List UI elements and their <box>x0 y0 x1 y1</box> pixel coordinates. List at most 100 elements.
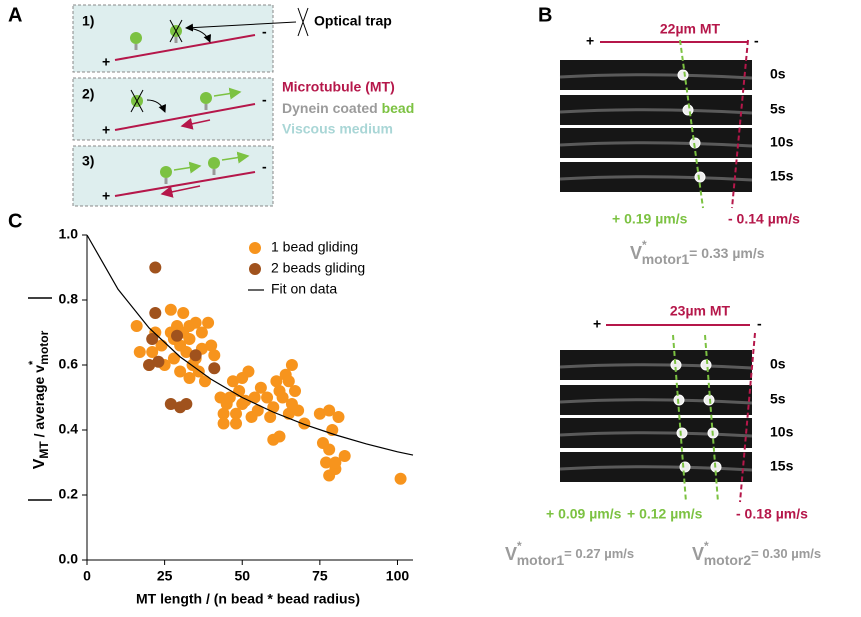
minus: - <box>262 159 267 175</box>
point <box>208 362 221 375</box>
point <box>394 472 407 485</box>
y-tick-label: 0.2 <box>59 486 79 502</box>
y-tick-label: 0.4 <box>59 421 79 437</box>
point <box>177 307 190 319</box>
y-tick-label: 0.6 <box>59 356 79 372</box>
legend-bead: Dynein coated bead <box>282 100 414 116</box>
minus: - <box>754 33 759 49</box>
legend-label: 2 beads gliding <box>271 260 365 276</box>
minus: - <box>262 92 267 108</box>
speed: + 0.12 µm/s <box>627 506 703 522</box>
speed: - 0.14 µm/s <box>728 211 800 227</box>
y-v: V <box>31 458 48 469</box>
star: * <box>642 238 647 252</box>
speed: - 0.18 µm/s <box>736 506 808 522</box>
point <box>189 349 202 362</box>
y-axis-text: VMT / average v*motor <box>27 330 51 469</box>
star: * <box>517 539 522 553</box>
kymo-streak <box>559 465 753 472</box>
kymo-bead <box>682 104 694 116</box>
point <box>242 365 255 378</box>
point <box>146 333 159 345</box>
kymo-bead <box>677 69 689 81</box>
star: * <box>704 539 709 553</box>
legend-microtubule: Microtubule (MT) <box>282 79 395 95</box>
sub: motor2 <box>704 552 752 568</box>
point <box>164 303 177 316</box>
point <box>223 391 236 404</box>
point <box>273 430 286 443</box>
v: V <box>505 544 517 564</box>
v: V <box>692 544 704 564</box>
y-sub2: motor <box>37 330 51 364</box>
x-axis-label: MT length / (n bead * bead radius) <box>136 591 360 607</box>
point <box>338 450 351 462</box>
point <box>174 365 187 378</box>
point <box>285 359 298 371</box>
time-label: 0s <box>770 66 786 82</box>
scatter-chart: MT length / (n bead * bead radius) VMT /… <box>27 226 414 607</box>
point <box>282 375 295 388</box>
time-label: 15s <box>770 458 794 474</box>
y-mid: / average v <box>31 365 47 441</box>
kymo-streak <box>559 141 753 148</box>
sub: motor1 <box>517 552 565 568</box>
motor-speed: V* motor1= 0.27 µm/s <box>505 539 634 568</box>
value: = 0.27 µm/s <box>564 546 634 561</box>
legend-medium: Viscous medium <box>282 121 393 137</box>
kymo-streak <box>559 73 753 80</box>
point <box>298 417 311 430</box>
point <box>208 349 221 362</box>
point <box>289 385 302 397</box>
legend-swatch <box>249 263 261 275</box>
legend-swatch <box>249 242 261 254</box>
x-tick-label: 75 <box>312 568 328 584</box>
point <box>149 261 162 274</box>
time-label: 15s <box>770 168 794 184</box>
y-tick-label: 0.8 <box>59 291 79 307</box>
plus: + <box>102 188 110 204</box>
point <box>143 359 156 371</box>
step-label: 2) <box>82 86 94 102</box>
minus: - <box>262 24 267 40</box>
step-label: 1) <box>82 13 94 29</box>
point <box>205 339 218 352</box>
y-axis-label: VMT / average v*motor <box>27 297 52 501</box>
kymo-streak <box>559 431 753 438</box>
panel-label: C <box>8 210 22 232</box>
legend-bead-word: bead <box>382 100 415 116</box>
motor-speed: V* motor1= 0.33 µm/s <box>630 238 765 267</box>
legend-label: Fit on data <box>271 281 337 297</box>
kymo-streak <box>559 108 753 115</box>
point <box>167 352 180 365</box>
point <box>248 391 261 404</box>
point <box>230 407 243 420</box>
plus: + <box>586 33 594 49</box>
point <box>164 398 177 410</box>
step-label: 3) <box>82 153 94 169</box>
kymo-streak <box>559 398 753 405</box>
panel-label: A <box>8 4 22 26</box>
plus: + <box>102 122 110 138</box>
value: = 0.33 µm/s <box>689 245 765 261</box>
point <box>254 381 267 394</box>
fit-line <box>86 234 414 456</box>
point <box>189 316 202 329</box>
point <box>217 417 230 430</box>
point <box>202 316 215 329</box>
y-sub: MT <box>37 441 51 459</box>
point <box>332 411 345 423</box>
kymo-bead <box>676 427 688 439</box>
motor-speed: V* motor2= 0.30 µm/s <box>692 539 821 568</box>
minus: - <box>757 316 762 332</box>
point <box>152 355 165 368</box>
speed: + 0.09 µm/s <box>546 506 622 522</box>
time-label: 5s <box>770 101 786 117</box>
kymo-bead <box>703 394 715 406</box>
time-label: 5s <box>770 391 786 407</box>
mt-length: 22µm MT <box>660 21 721 37</box>
step-1: 1) + - Optical trap <box>72 4 392 73</box>
kymo-streak <box>559 363 753 370</box>
kymo-bottom: + - 23µm MT 0s 5s 10s 15s + 0.09 µm/s + 0.1… <box>505 303 821 568</box>
trap-label: Optical trap <box>314 13 392 29</box>
